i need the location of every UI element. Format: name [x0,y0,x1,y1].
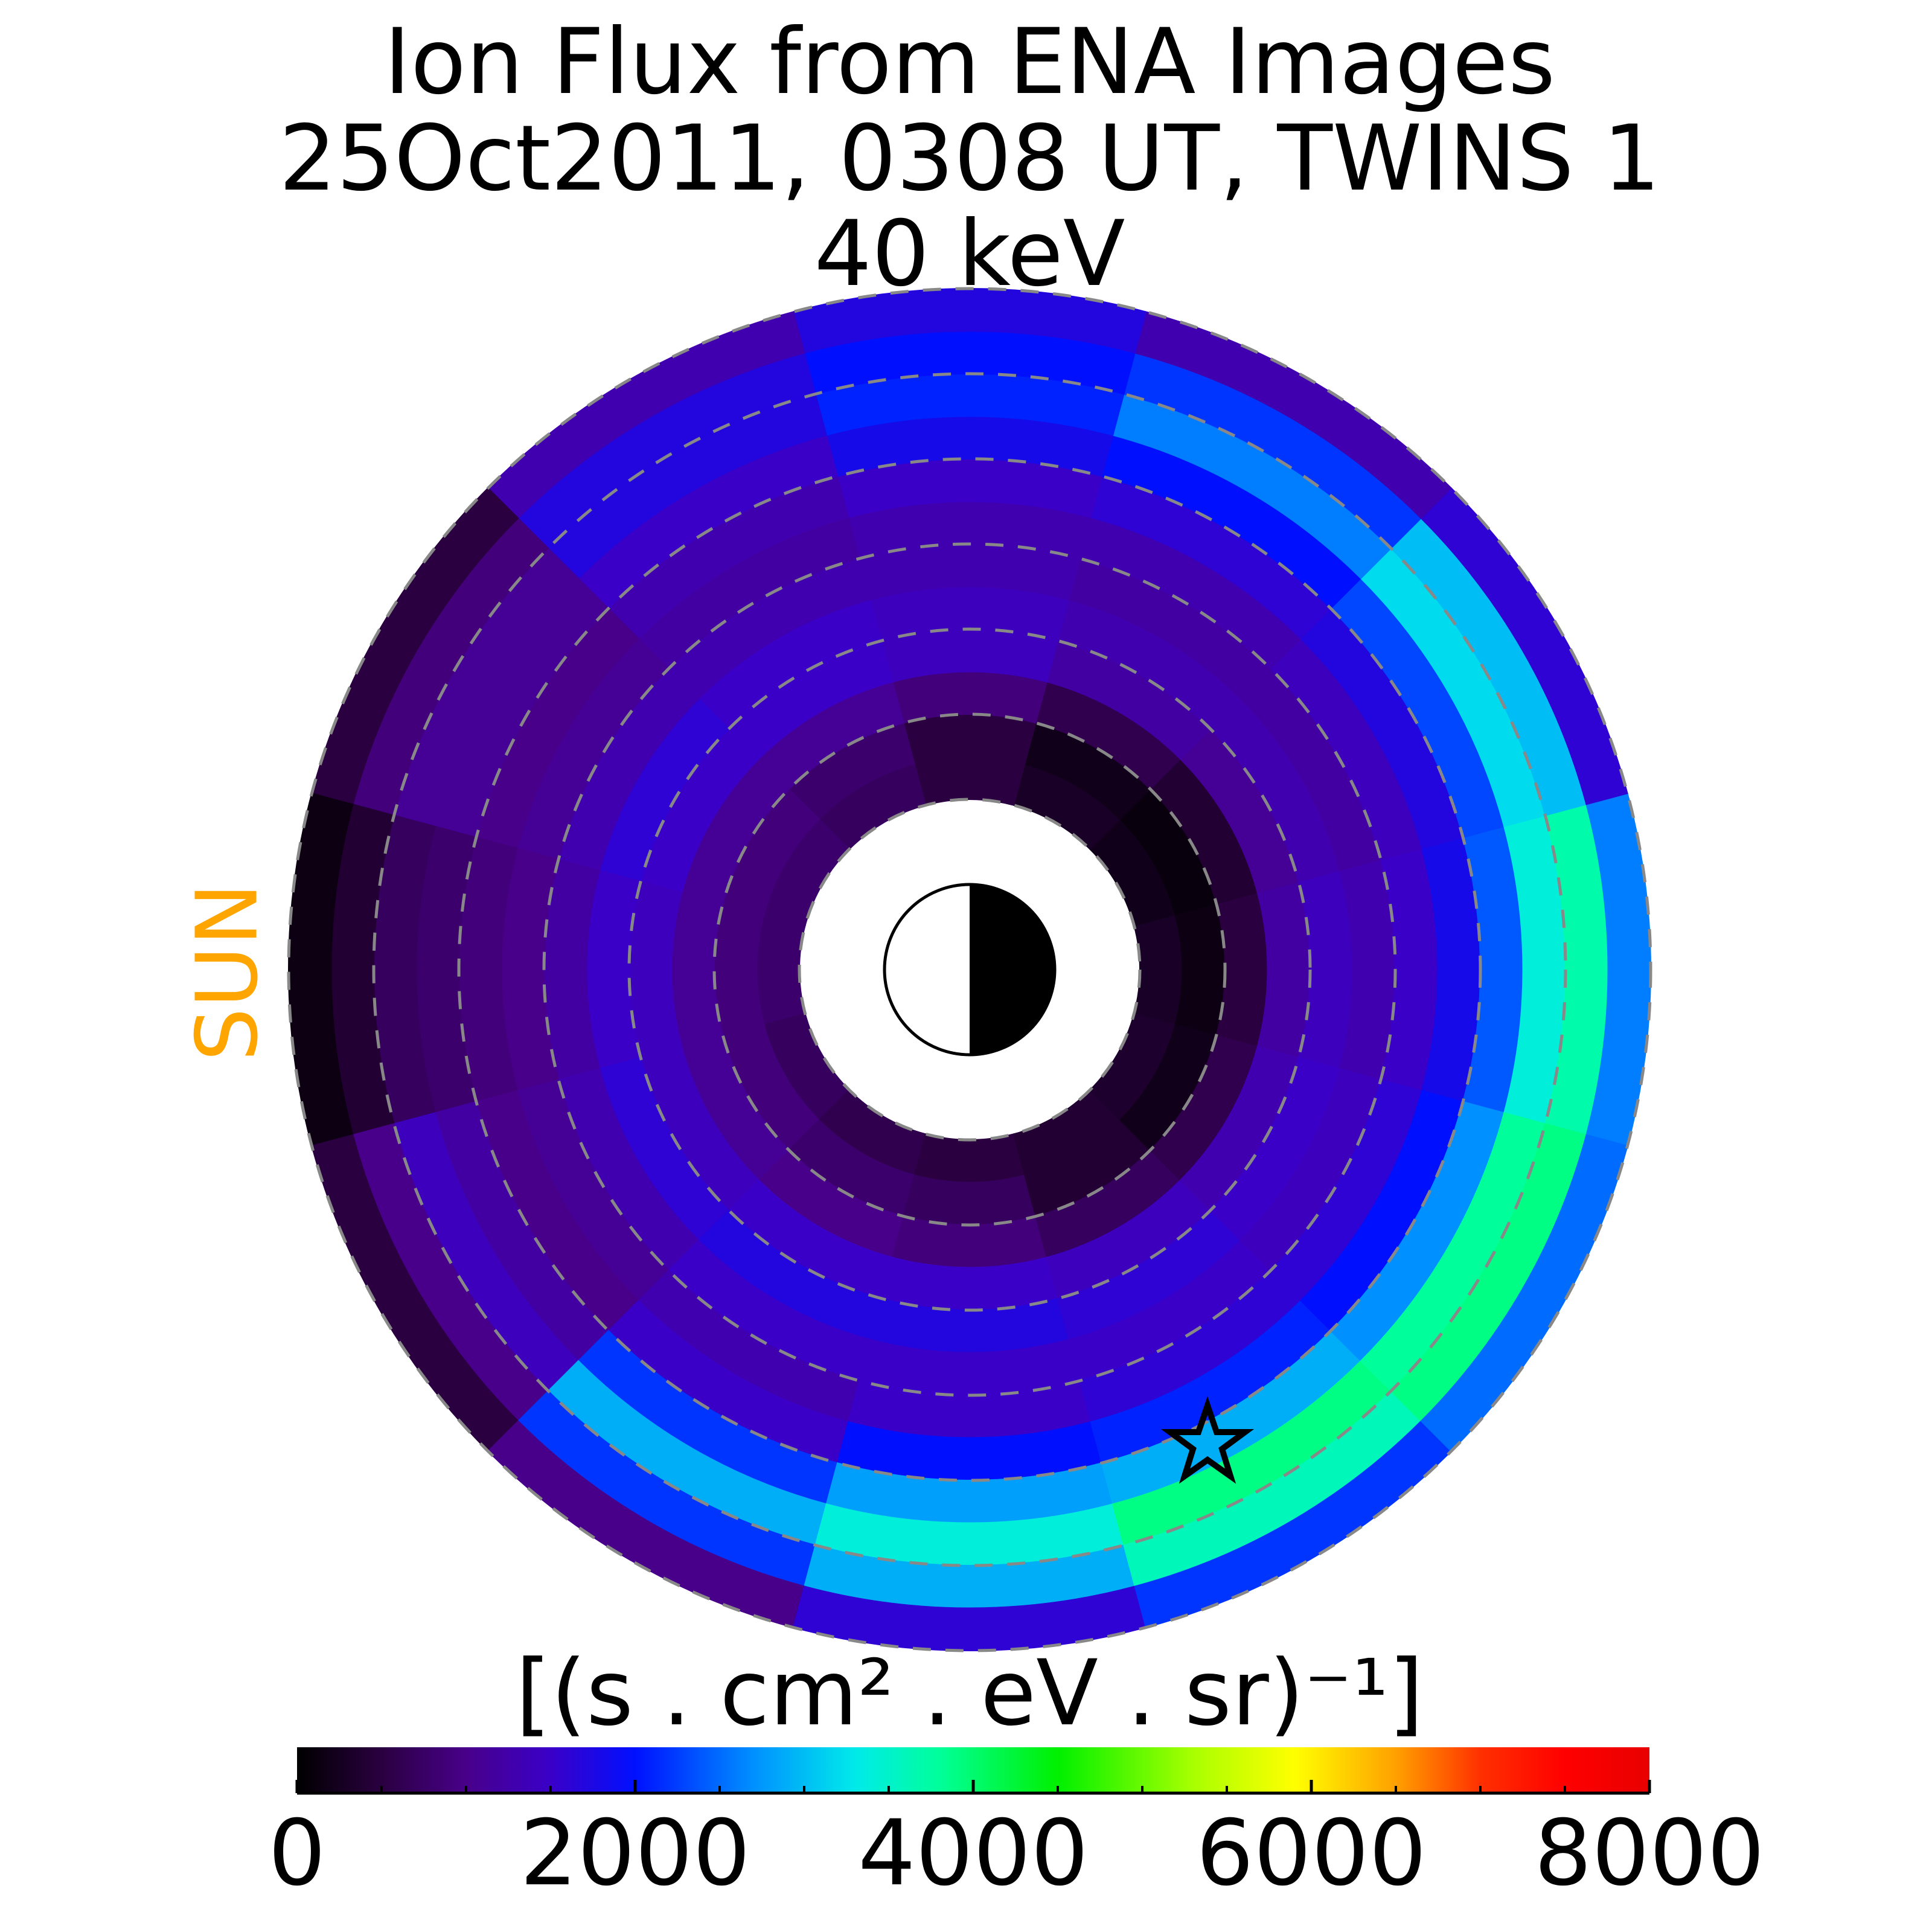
flux-map [287,287,1651,1651]
colorbar-tick-label: 2000 [520,1801,750,1906]
colorbar-ticks: 0 2000 4000 6000 8000 [268,1780,1765,1906]
earth [883,883,1057,1057]
flux-cell [903,714,1037,765]
colorbar-label: [(s . cm² . eV . sr)⁻¹] [516,1641,1424,1746]
colorbar-tick-label: 0 [268,1801,325,1906]
flux-cell [1420,1134,1628,1453]
flux-cell [913,756,1026,806]
flux-cell [714,903,765,1037]
grid-circle [627,627,1312,1312]
colorbar-tick-label: 4000 [858,1801,1089,1906]
sun-label: SUN [179,883,277,1061]
title-line: 40 keV [814,202,1125,307]
title-line: 25Oct2011, 0308 UT, TWINS 1 [279,106,1660,211]
grid-circle [457,457,1482,1482]
grid [287,287,1652,1652]
grid-circle [372,372,1567,1567]
grid-circle [712,712,1227,1227]
grid-circle [798,798,1142,1142]
star-marker [1160,1396,1255,1484]
grid-circle [542,542,1397,1397]
flux-cell [1174,903,1226,1037]
title-line: Ion Flux from ENA Images [384,10,1555,115]
flux-cell [903,1174,1037,1226]
colorbar-tick-label: 6000 [1196,1801,1427,1906]
colorbar-tick-label: 8000 [1534,1801,1765,1906]
grid-circle [287,287,1652,1652]
